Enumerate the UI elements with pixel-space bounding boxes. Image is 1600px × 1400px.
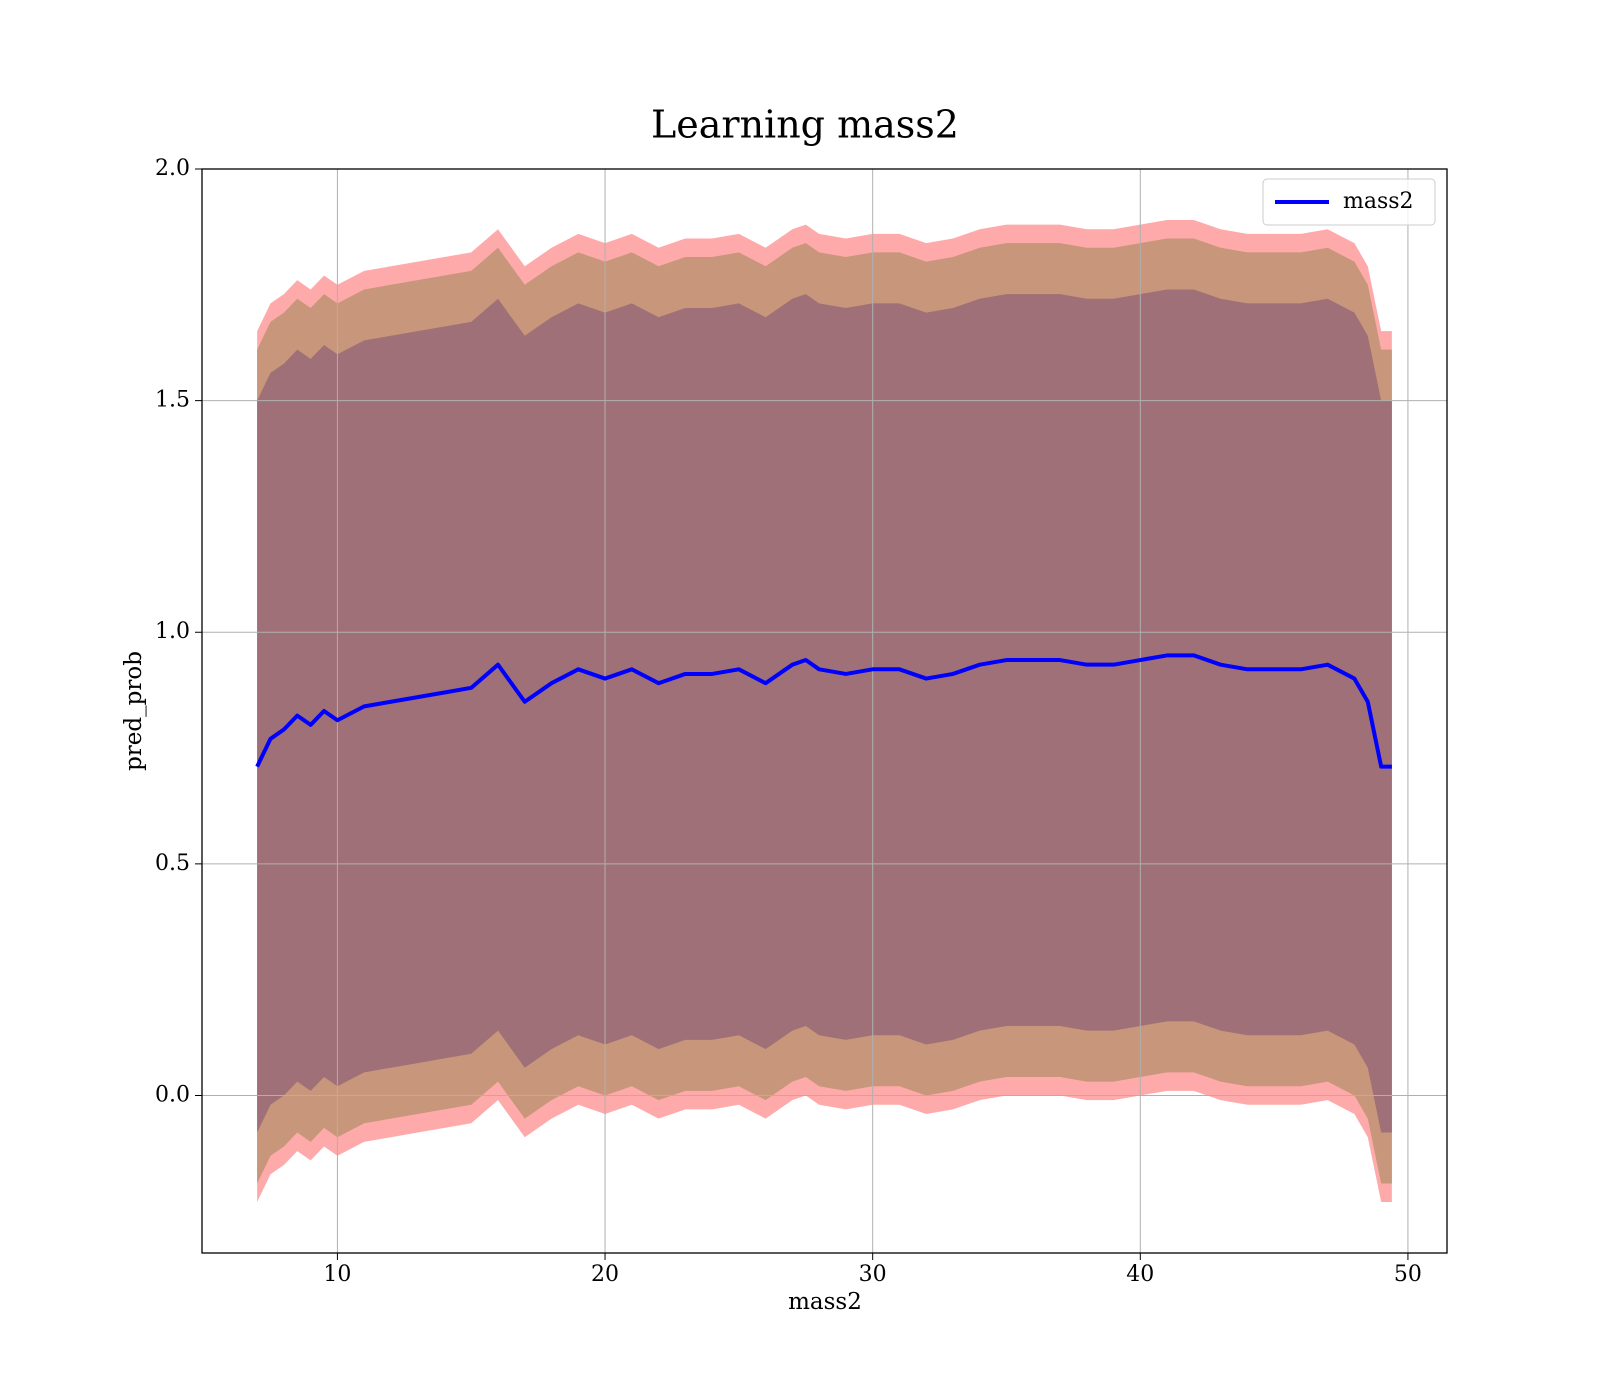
- x-tick-label: 40: [1126, 1262, 1154, 1287]
- legend-label: mass2: [1343, 189, 1414, 214]
- y-tick-label: 1.0: [155, 619, 190, 644]
- plot-frame: [201, 168, 1448, 1254]
- y-tick-label: 1.5: [155, 388, 190, 413]
- x-tick-label: 10: [323, 1262, 351, 1287]
- y-tick-label: 2.0: [155, 156, 190, 181]
- legend-box: [1262, 178, 1436, 226]
- legend: mass2: [1262, 178, 1436, 226]
- x-tick-label: 20: [591, 1262, 619, 1287]
- line: [255, 653, 1392, 769]
- y-tick-label: 0.5: [155, 851, 190, 876]
- x-axis-label: mass2: [788, 1289, 862, 1315]
- chart-title: Learning mass2: [651, 103, 959, 147]
- y-tick-label: 0.0: [155, 1082, 190, 1107]
- y-axis-label: pred_prob: [121, 651, 147, 771]
- confidence-band: [257, 289, 1392, 1133]
- x-tick-label: 50: [1394, 1262, 1422, 1287]
- x-tick-label: 30: [859, 1262, 887, 1287]
